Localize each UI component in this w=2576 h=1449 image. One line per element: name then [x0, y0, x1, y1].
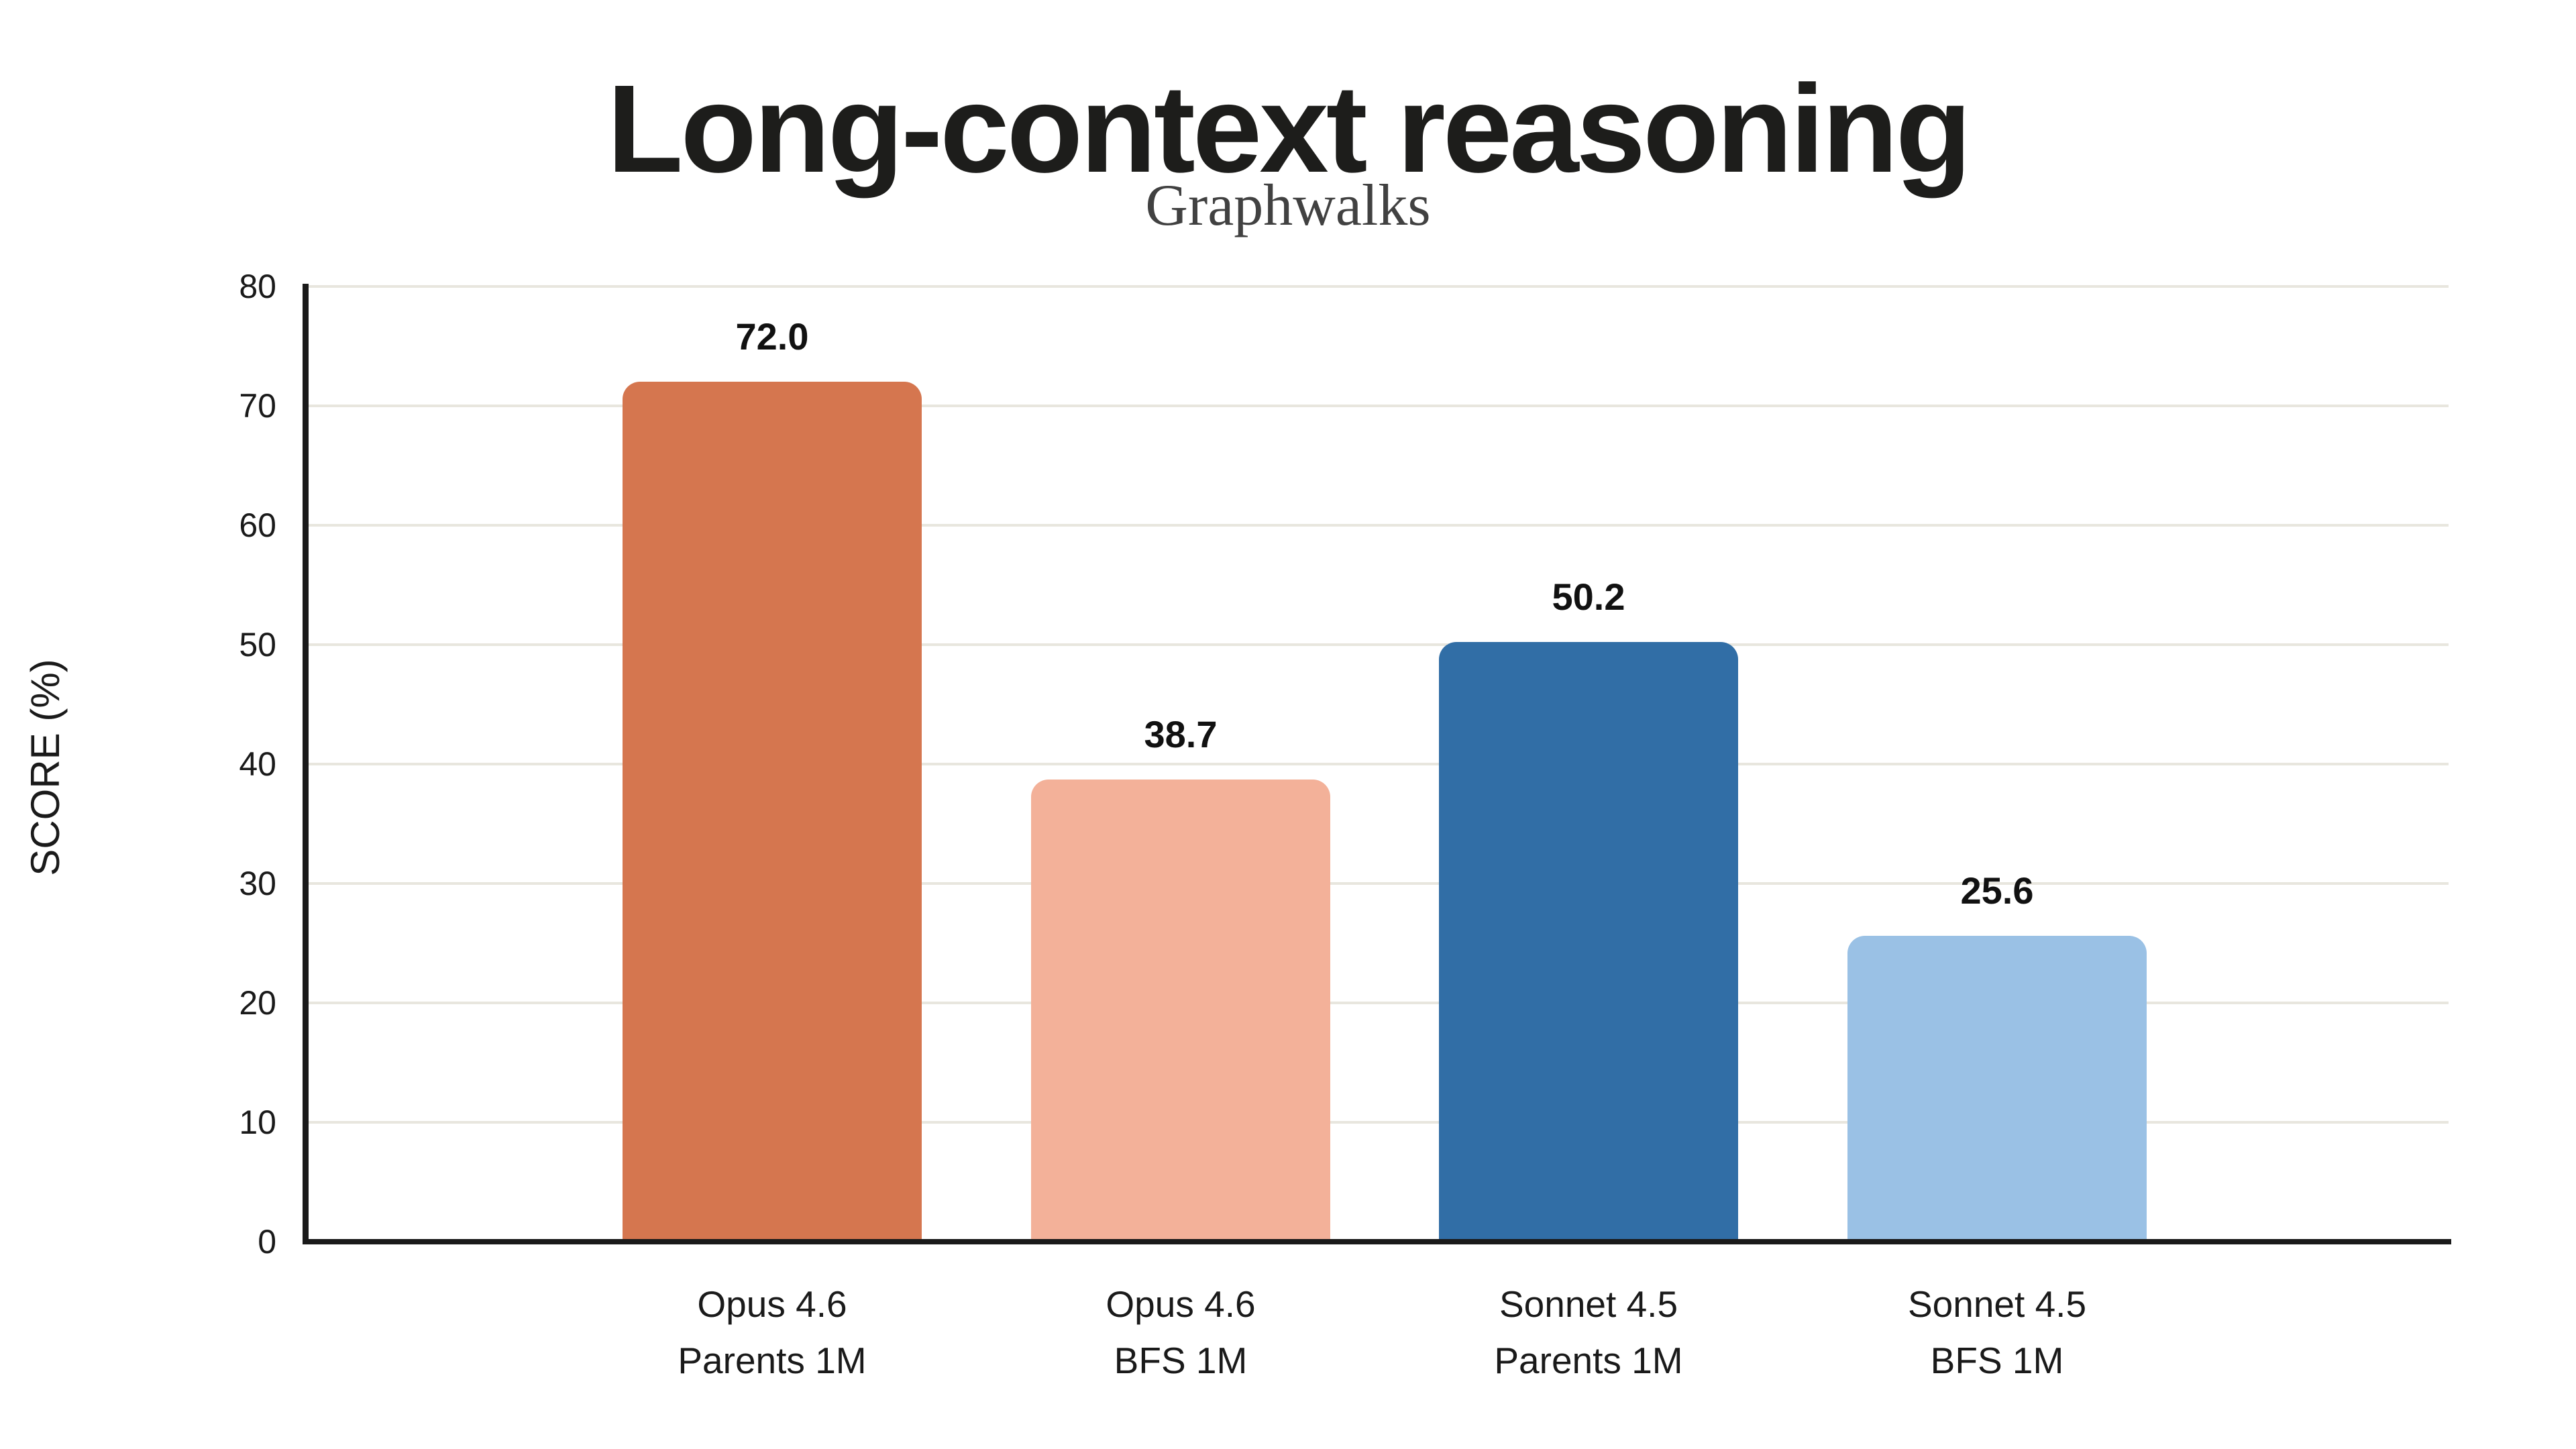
- chart-subtitle: Graphwalks: [1145, 173, 1431, 238]
- x-category-label: Opus 4.6 Parents 1M: [571, 1276, 973, 1389]
- x-category-line1: Opus 4.6: [1106, 1283, 1256, 1325]
- y-tick-label: 70: [239, 387, 276, 425]
- gridline: [309, 285, 2449, 288]
- plot-area: 72.0 38.7 50.2 25.6: [309, 285, 2449, 1242]
- chart-title: Long-context reasoning: [606, 60, 1972, 199]
- y-tick-label: 0: [258, 1223, 276, 1260]
- bar-opus-4-6-bfs-1m: [1031, 780, 1330, 1240]
- y-axis-title: SCORE (%): [23, 659, 68, 876]
- y-tick-label: 80: [239, 268, 276, 305]
- bar-value-label: 38.7: [1144, 713, 1218, 756]
- y-tick-label: 30: [239, 865, 276, 902]
- bar-value-label: 50.2: [1552, 576, 1625, 619]
- x-category-line2: BFS 1M: [1114, 1340, 1248, 1381]
- y-tick-label: 50: [239, 626, 276, 663]
- gridline: [309, 524, 2449, 527]
- gridline: [309, 882, 2449, 885]
- x-category-line1: Opus 4.6: [697, 1283, 847, 1325]
- x-category-line1: Sonnet 4.5: [1499, 1283, 1678, 1325]
- y-tick-label: 10: [239, 1104, 276, 1141]
- gridline: [309, 405, 2449, 407]
- x-category-label: Sonnet 4.5 BFS 1M: [1796, 1276, 2198, 1389]
- x-category-label: Opus 4.6 BFS 1M: [979, 1276, 1382, 1389]
- bar-value-label: 25.6: [1960, 869, 2034, 912]
- x-category-line1: Sonnet 4.5: [1907, 1283, 2087, 1325]
- bar-value-label: 72.0: [735, 315, 809, 358]
- bar-sonnet-4-5-bfs-1m: [1847, 936, 2147, 1240]
- x-category-label: Sonnet 4.5 Parents 1M: [1387, 1276, 1790, 1389]
- gridline: [309, 763, 2449, 765]
- x-category-line2: BFS 1M: [1930, 1340, 2064, 1381]
- y-tick-label: 20: [239, 984, 276, 1022]
- gridline: [309, 643, 2449, 646]
- bar-sonnet-4-5-parents-1m: [1439, 642, 1738, 1240]
- y-tick-label: 40: [239, 745, 276, 783]
- x-axis-line: [303, 1239, 2451, 1244]
- gridline: [309, 1002, 2449, 1004]
- x-category-line2: Parents 1M: [1494, 1340, 1683, 1381]
- gridline: [309, 1121, 2449, 1124]
- y-tick-label: 60: [239, 506, 276, 544]
- y-axis-line: [303, 284, 309, 1244]
- bar-opus-4-6-parents-1m: [623, 382, 922, 1240]
- x-category-line2: Parents 1M: [678, 1340, 867, 1381]
